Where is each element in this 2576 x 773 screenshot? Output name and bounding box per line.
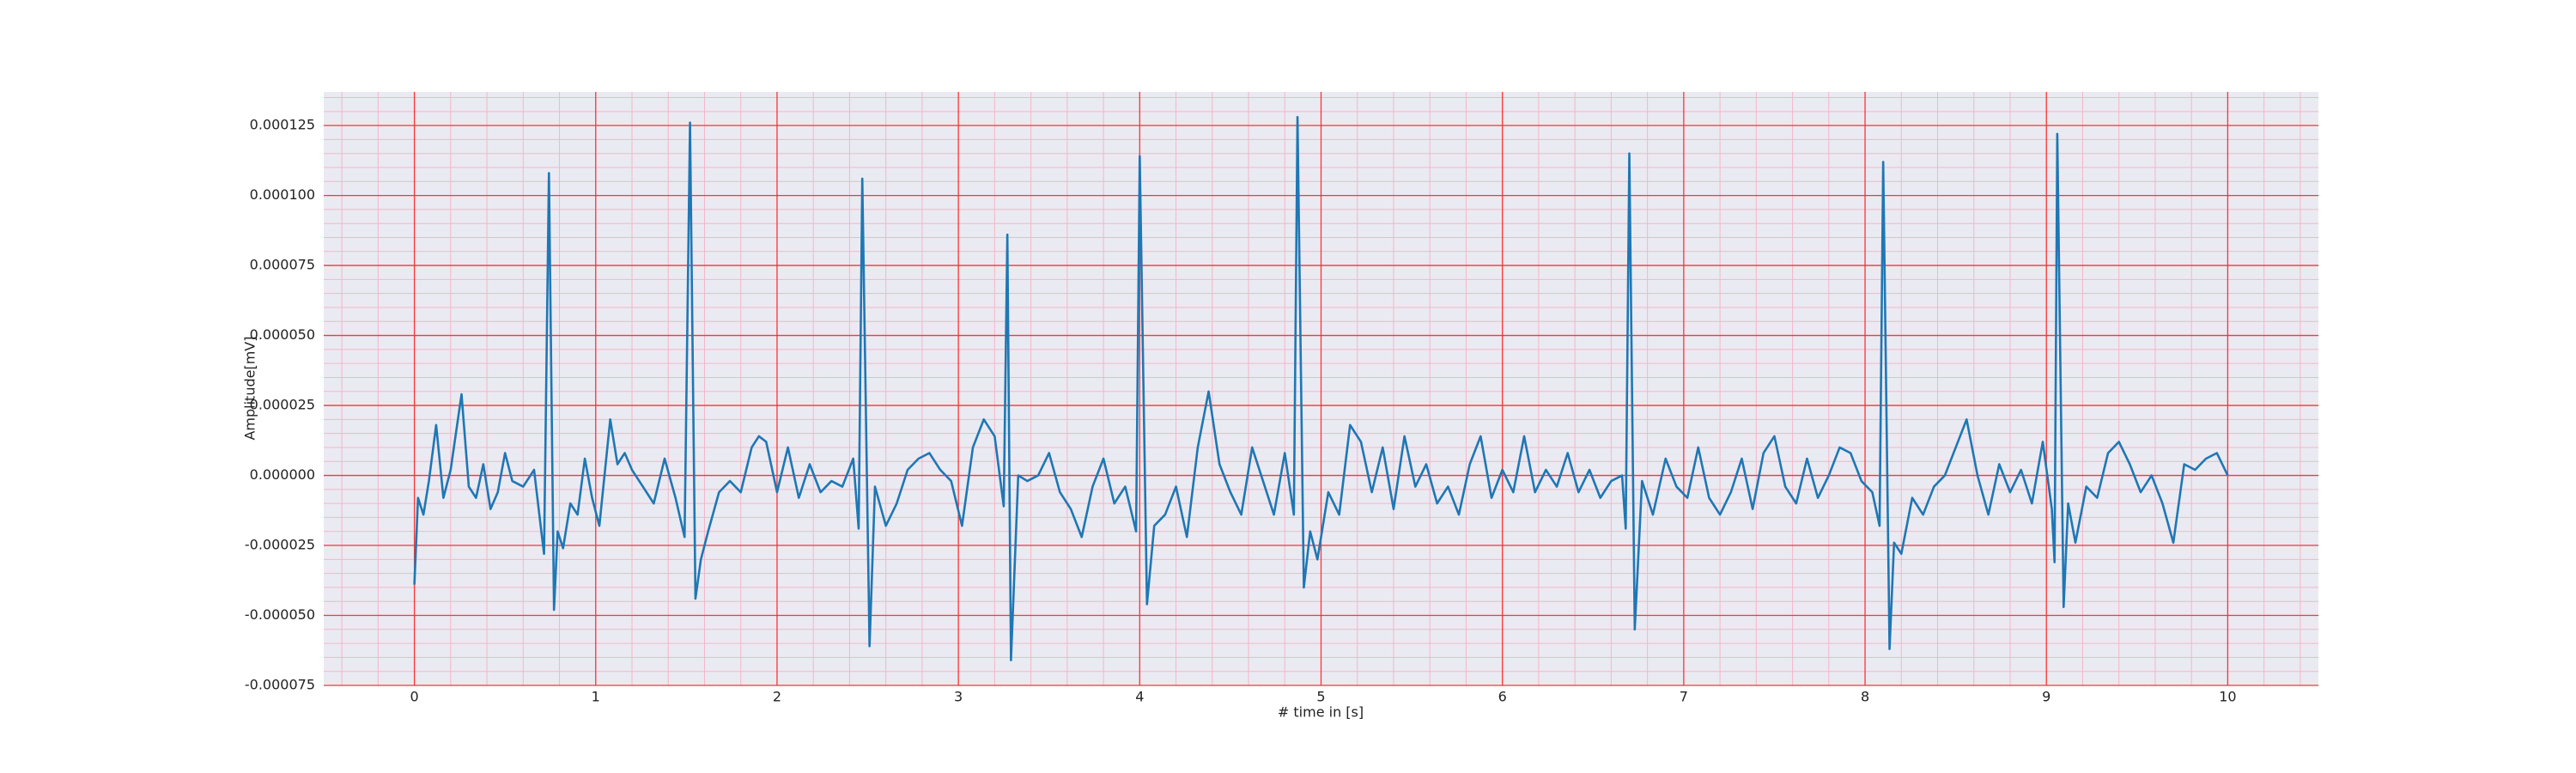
y-tick-label: 0.000025 [250,397,315,413]
x-tick-label: 6 [1498,689,1507,705]
y-tick-label: 0.000075 [250,257,315,273]
x-tick-label: 3 [954,689,963,705]
y-tick-label: -0.000050 [245,606,315,623]
signal-line [413,116,2229,661]
y-tick-label: -0.000025 [245,537,315,553]
x-tick-label: 0 [410,689,418,705]
y-tick-label: 0.000050 [250,326,315,343]
x-tick-label: 10 [2219,689,2236,705]
x-tick-label: 8 [1861,689,1869,705]
x-axis-label: # time in [s] [1278,704,1364,721]
y-tick-label: 0.000000 [250,466,315,483]
x-tick-label: 2 [773,689,781,705]
y-tick-label: -0.000075 [245,677,315,693]
x-tick-label: 9 [2042,689,2050,705]
y-tick-label: 0.000100 [250,186,315,203]
x-tick-label: 7 [1680,689,1688,705]
y-axis-label: Amplitude[mV] [242,336,258,440]
x-tick-label: 5 [1316,689,1325,705]
y-tick-label: 0.000125 [250,117,315,133]
x-tick-label: 4 [1135,689,1144,705]
x-tick-label: 1 [592,689,600,705]
